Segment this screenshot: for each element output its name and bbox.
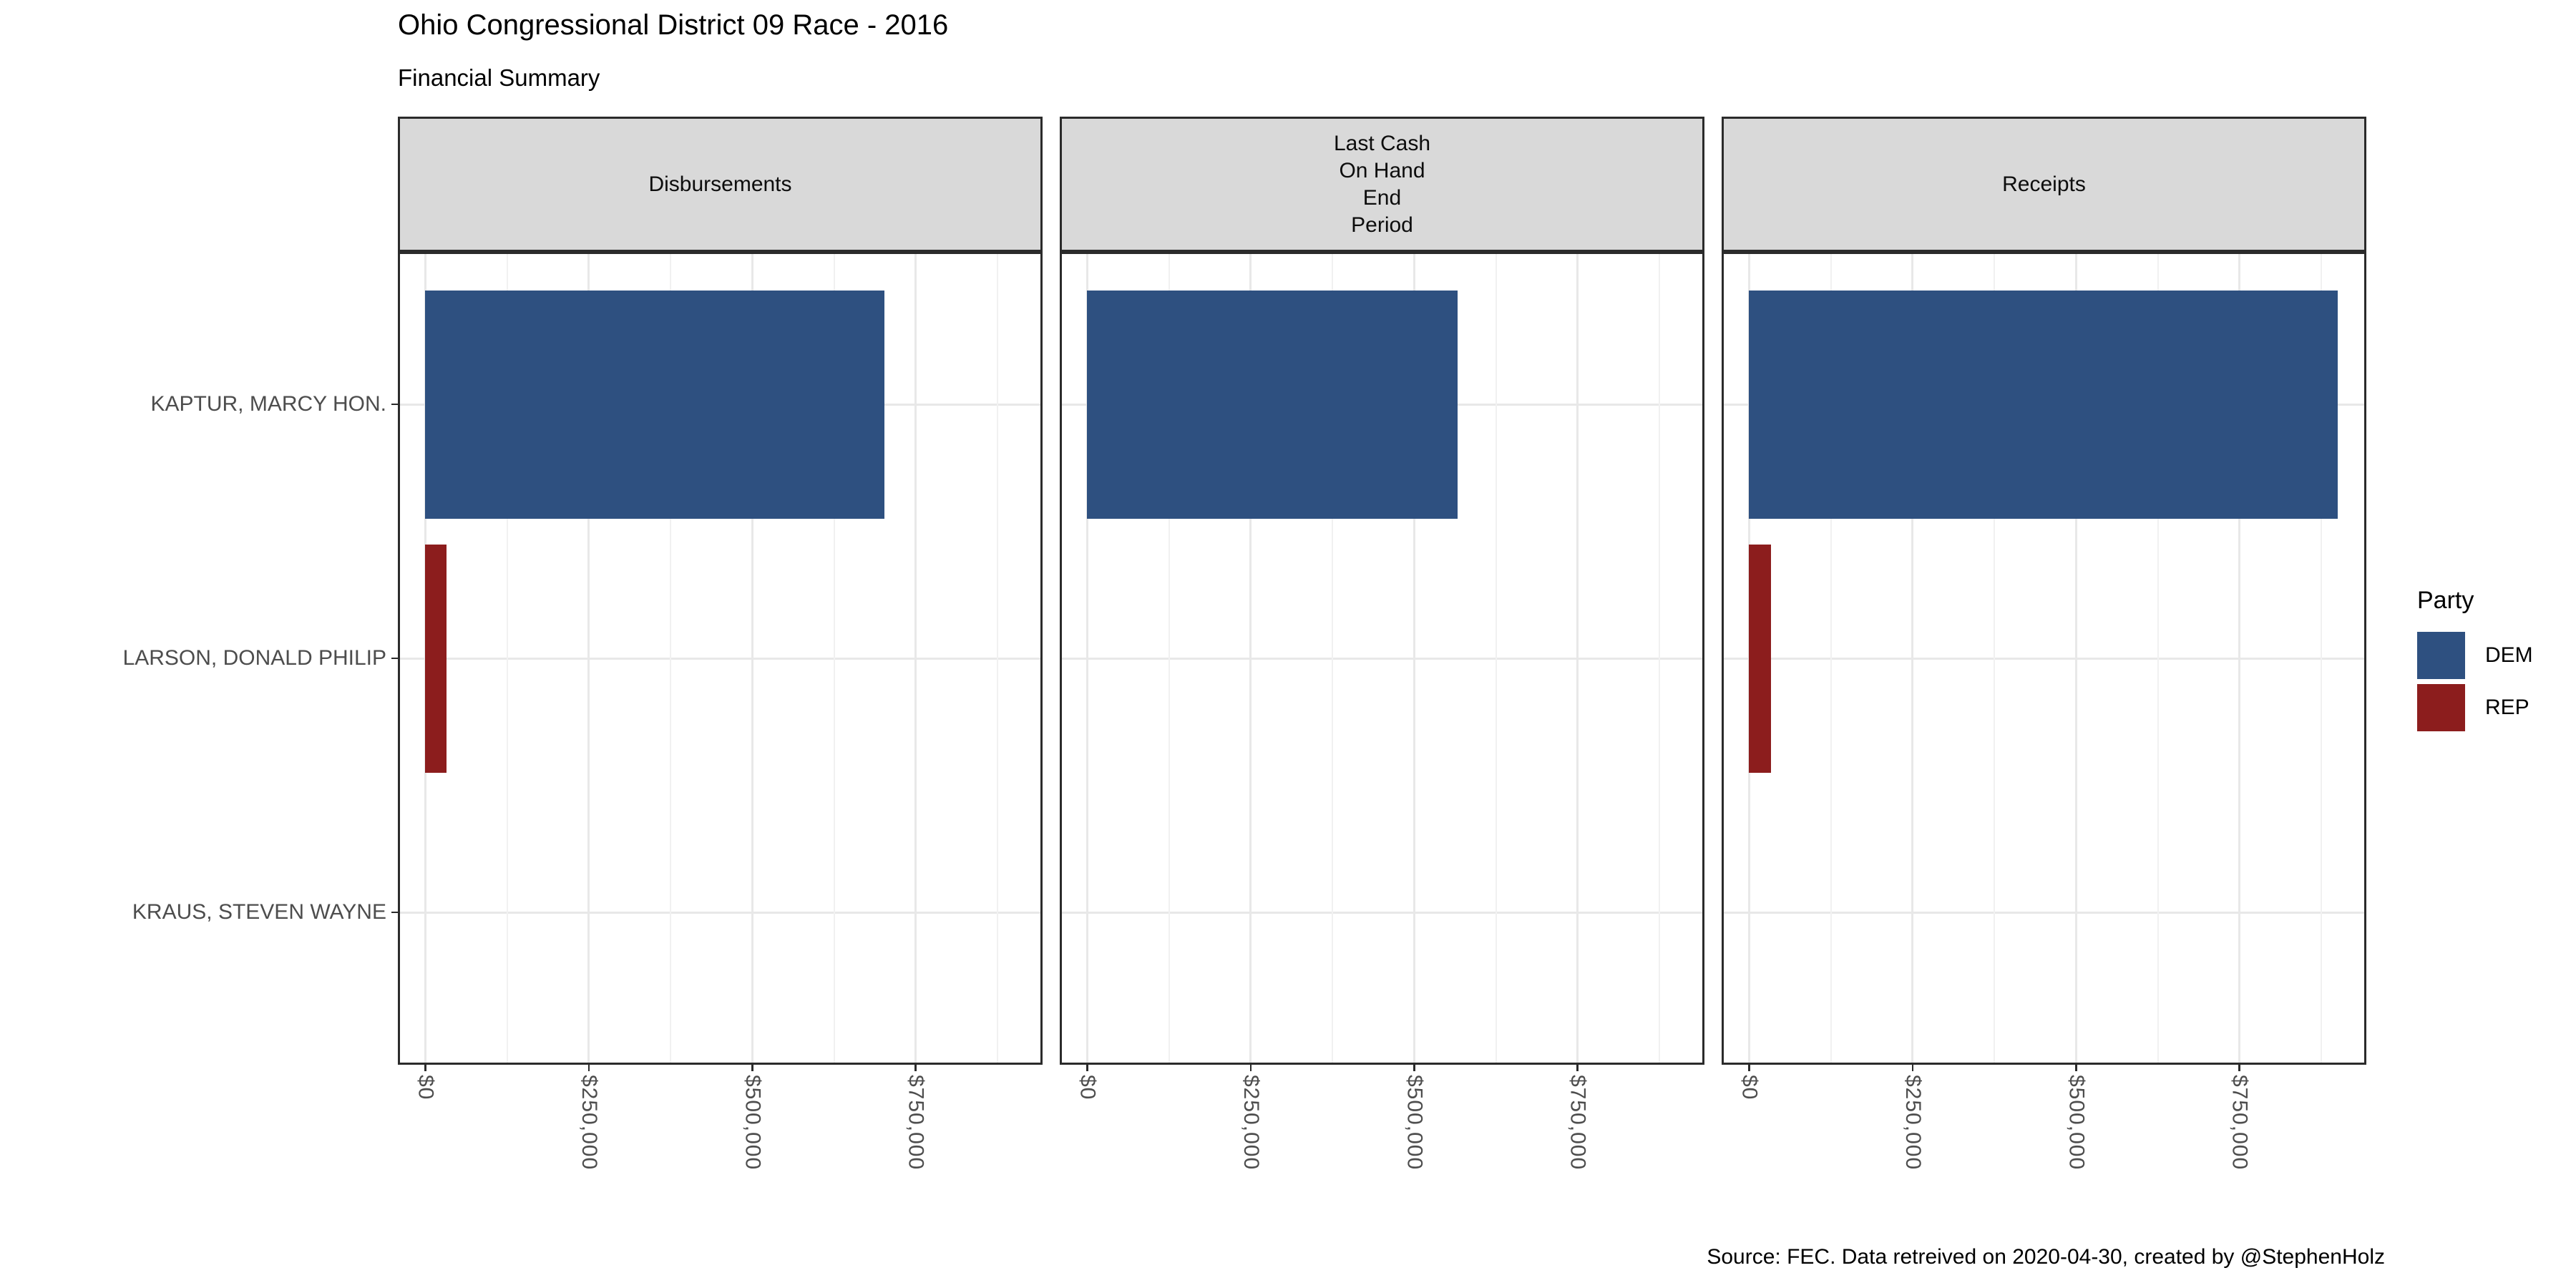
gridline-minor-x	[1830, 252, 1832, 1065]
x-tick-label: $750,000	[904, 1075, 928, 1171]
x-tick-label: $750,000	[2228, 1075, 2252, 1171]
facet-panel	[1060, 252, 1704, 1065]
facet-strip-label: End	[1362, 185, 1402, 210]
gridline-minor-x	[1495, 252, 1497, 1065]
y-axis-label: KAPTUR, MARCY HON.	[150, 392, 387, 416]
facet-strip-label: Last Cash	[1333, 131, 1431, 155]
legend-item-label: DEM	[2485, 643, 2533, 667]
gridline-major-x	[1911, 252, 1914, 1065]
gridline-major-x	[751, 252, 753, 1065]
x-tick-mark	[1748, 1065, 1750, 1071]
bar-rep	[425, 544, 447, 773]
bar-rep	[1749, 544, 1771, 773]
gridline-minor-x	[2157, 252, 2159, 1065]
gridline-major-x	[2074, 252, 2077, 1065]
x-tick-label: $500,000	[1402, 1075, 1427, 1171]
bar-dem	[1749, 290, 2338, 519]
x-tick-label: $500,000	[741, 1075, 765, 1171]
y-tick-mark	[391, 657, 398, 660]
gridline-major-x	[1085, 252, 1088, 1065]
gridline-minor-x	[833, 252, 835, 1065]
x-tick-mark	[2238, 1065, 2240, 1071]
facet-panel	[1722, 252, 2366, 1065]
x-tick-label: $250,000	[1901, 1075, 1925, 1171]
chart-subtitle: Financial Summary	[398, 64, 600, 91]
facet-strip: Receipts	[1722, 117, 2366, 252]
facet-strip: Last Cash On Hand End Period	[1060, 117, 1704, 252]
panel-border	[1060, 252, 1704, 1065]
gridline-major-y	[398, 911, 1043, 914]
x-tick-label: $250,000	[577, 1075, 601, 1171]
gridline-major-y	[1722, 911, 2366, 914]
facet-panel	[398, 252, 1043, 1065]
chart-title: Ohio Congressional District 09 Race - 20…	[398, 9, 949, 41]
legend-item-label: REP	[2485, 696, 2529, 719]
facet-strip-label: Period	[1351, 213, 1413, 237]
gridline-major-x	[1249, 252, 1252, 1065]
x-tick-mark	[424, 1065, 426, 1071]
bar-dem	[425, 290, 884, 519]
bar-dem	[1087, 290, 1458, 519]
x-tick-label: $750,000	[1566, 1075, 1590, 1171]
legend-title: Party	[2417, 587, 2474, 614]
gridline-major-x	[914, 252, 917, 1065]
x-tick-label: $0	[1737, 1075, 1762, 1101]
gridline-minor-x	[506, 252, 508, 1065]
gridline-major-x	[587, 252, 590, 1065]
panel-border	[1722, 252, 2366, 1065]
facet-strip-label: Disbursements	[648, 172, 792, 196]
facet-strip-label: Receipts	[2002, 172, 2086, 196]
gridline-minor-x	[1994, 252, 1996, 1065]
x-tick-label: $0	[414, 1075, 438, 1101]
x-tick-mark	[1086, 1065, 1088, 1071]
facet-strip-label: On Hand	[1339, 158, 1425, 182]
y-tick-mark	[391, 911, 398, 914]
gridline-major-y	[1722, 657, 2366, 660]
gridline-minor-x	[996, 252, 998, 1065]
x-tick-mark	[1413, 1065, 1415, 1071]
x-tick-label: $0	[1075, 1075, 1100, 1101]
gridline-major-x	[2238, 252, 2241, 1065]
gridline-major-y	[1060, 911, 1704, 914]
gridline-minor-x	[2320, 252, 2322, 1065]
y-axis-label: KRAUS, STEVEN WAYNE	[132, 900, 386, 924]
legend-swatch-rep	[2417, 684, 2465, 731]
x-tick-label: $250,000	[1239, 1075, 1263, 1171]
gridline-minor-x	[1658, 252, 1660, 1065]
x-tick-mark	[1911, 1065, 1914, 1071]
facet-strip: Disbursements	[398, 117, 1043, 252]
x-tick-mark	[2075, 1065, 2077, 1071]
gridline-major-y	[398, 657, 1043, 660]
gridline-minor-x	[670, 252, 672, 1065]
x-tick-label: $500,000	[2064, 1075, 2089, 1171]
gridline-major-x	[1576, 252, 1579, 1065]
x-tick-mark	[587, 1065, 590, 1071]
x-tick-mark	[914, 1065, 917, 1071]
x-tick-mark	[1249, 1065, 1252, 1071]
y-tick-mark	[391, 403, 398, 406]
panel-border	[398, 252, 1043, 1065]
legend-swatch-dem	[2417, 632, 2465, 679]
y-axis-label: LARSON, DONALD PHILIP	[122, 646, 386, 670]
chart-caption: Source: FEC. Data retreived on 2020-04-3…	[1707, 1245, 2385, 1269]
x-tick-mark	[751, 1065, 753, 1071]
gridline-minor-x	[1332, 252, 1334, 1065]
gridline-minor-x	[1168, 252, 1170, 1065]
x-tick-mark	[1576, 1065, 1579, 1071]
gridline-major-x	[1413, 252, 1415, 1065]
gridline-major-y	[1060, 657, 1704, 660]
